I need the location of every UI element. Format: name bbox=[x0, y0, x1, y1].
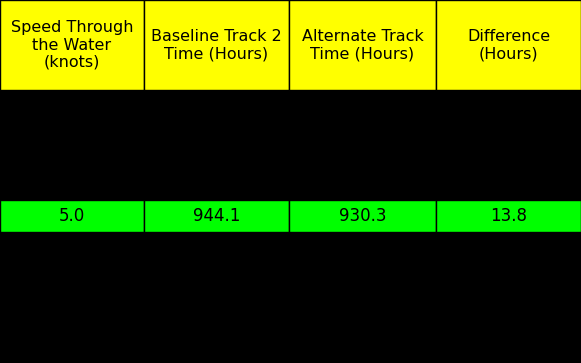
Bar bbox=[0, 0, 144, 90]
Bar bbox=[289, 200, 436, 232]
Text: Speed Through
the Water
(knots): Speed Through the Water (knots) bbox=[11, 20, 133, 70]
Text: 930.3: 930.3 bbox=[339, 207, 386, 225]
Text: Difference
(Hours): Difference (Hours) bbox=[467, 29, 550, 61]
Bar bbox=[0, 200, 144, 232]
Bar bbox=[289, 0, 436, 90]
Text: 5.0: 5.0 bbox=[59, 207, 85, 225]
Text: Baseline Track 2
Time (Hours): Baseline Track 2 Time (Hours) bbox=[151, 29, 282, 61]
Text: 13.8: 13.8 bbox=[490, 207, 527, 225]
Text: 944.1: 944.1 bbox=[193, 207, 240, 225]
Bar bbox=[144, 200, 289, 232]
Bar bbox=[436, 0, 581, 90]
Bar bbox=[144, 0, 289, 90]
Bar bbox=[436, 200, 581, 232]
Text: Alternate Track
Time (Hours): Alternate Track Time (Hours) bbox=[302, 29, 424, 61]
